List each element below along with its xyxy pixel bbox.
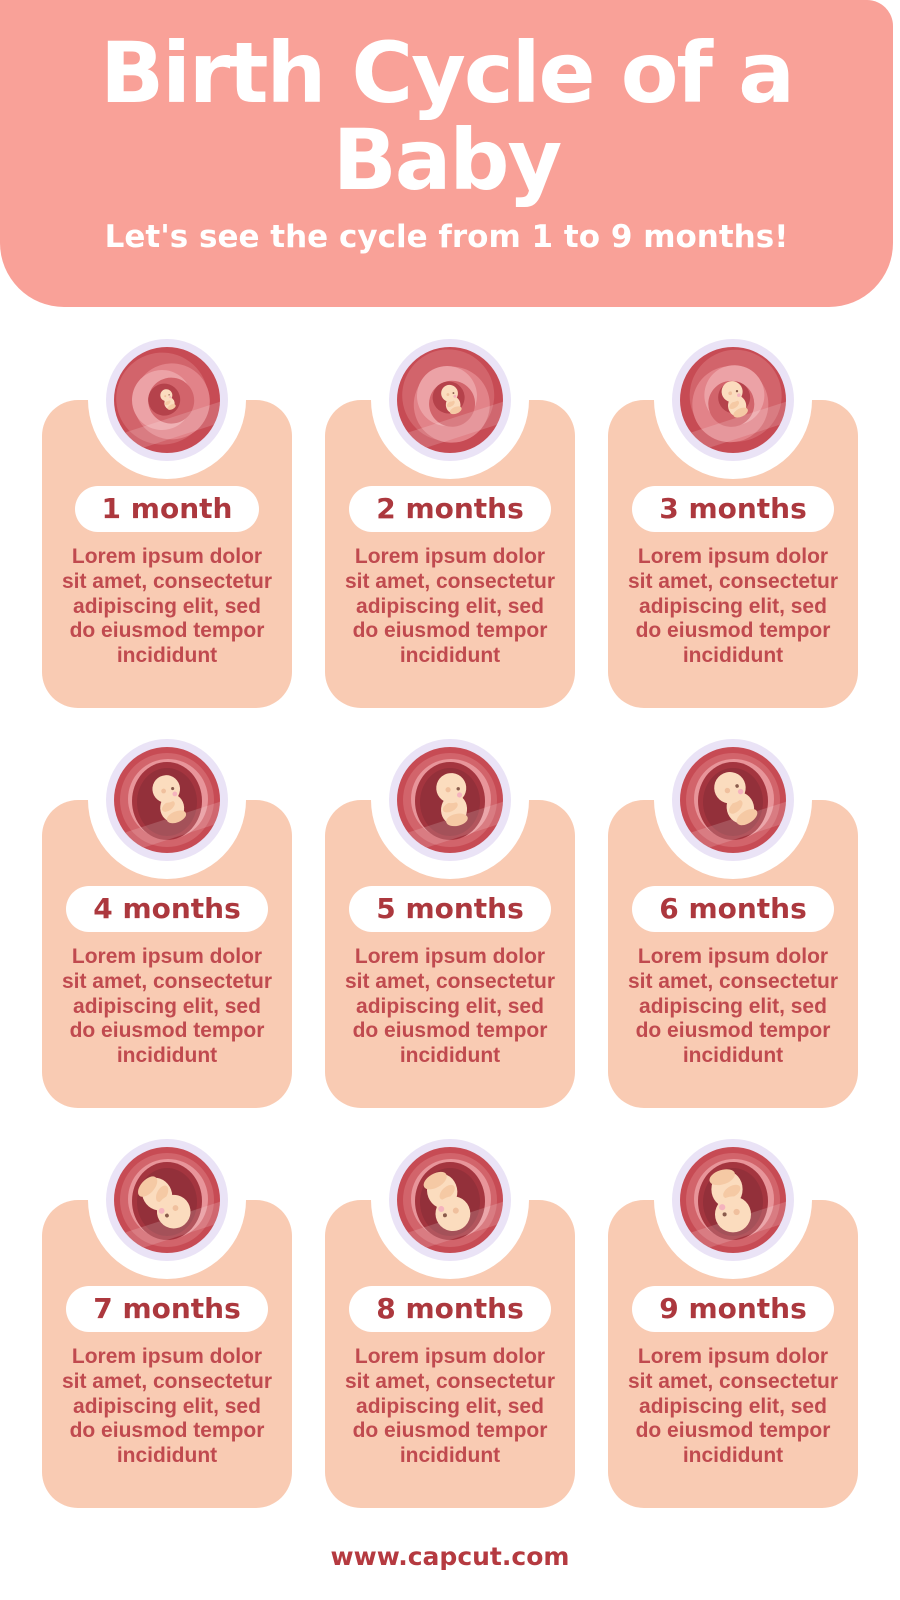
page-title: Birth Cycle of a Baby [100, 24, 795, 210]
month-description: Lorem ipsum dolor sit amet, consectetur … [627, 945, 839, 1068]
month-card: 3 months Lorem ipsum dolor sit amet, cons… [608, 321, 858, 708]
month-card: 5 months Lorem ipsum dolor sit amet, cons… [325, 721, 575, 1108]
month-card: 4 months Lorem ipsum dolor sit amet, cons… [42, 721, 292, 1108]
month-description: Lorem ipsum dolor sit amet, consectetur … [344, 1345, 556, 1468]
womb-fetus-2-months-icon [389, 339, 511, 461]
month-label-pill: 3 months [632, 486, 834, 532]
header-banner: Birth Cycle of a Baby Let's see the cycl… [0, 0, 893, 307]
month-description: Lorem ipsum dolor sit amet, consectetur … [61, 545, 273, 668]
womb-fetus-8-months-icon [389, 1139, 511, 1261]
month-card: 1 month Lorem ipsum dolor sit amet, conse… [42, 321, 292, 708]
womb-fetus-4-months-icon [106, 739, 228, 861]
month-description: Lorem ipsum dolor sit amet, consectetur … [344, 545, 556, 668]
month-description: Lorem ipsum dolor sit amet, consectetur … [344, 945, 556, 1068]
month-description: Lorem ipsum dolor sit amet, consectetur … [61, 945, 273, 1068]
womb-fetus-3-months-icon [672, 339, 794, 461]
month-label-pill: 7 months [66, 1286, 268, 1332]
month-label-pill: 8 months [349, 1286, 551, 1332]
month-label-pill: 6 months [632, 886, 834, 932]
month-card-body: 4 months Lorem ipsum dolor sit amet, cons… [42, 800, 292, 1108]
womb-fetus-5-months-icon [389, 739, 511, 861]
womb-fetus-7-months-icon [106, 1139, 228, 1261]
month-label-pill: 2 months [349, 486, 551, 532]
page-subtitle: Let's see the cycle from 1 to 9 months! [104, 218, 789, 255]
month-description: Lorem ipsum dolor sit amet, consectetur … [627, 1345, 839, 1468]
month-card: 6 months Lorem ipsum dolor sit amet, cons… [608, 721, 858, 1108]
womb-fetus-6-months-icon [672, 739, 794, 861]
month-label-pill: 5 months [349, 886, 551, 932]
month-card: 8 months Lorem ipsum dolor sit amet, cons… [325, 1121, 575, 1508]
month-card: 9 months Lorem ipsum dolor sit amet, cons… [608, 1121, 858, 1508]
months-grid: 1 month Lorem ipsum dolor sit amet, conse… [42, 321, 858, 1508]
month-label-pill: 1 month [74, 486, 260, 532]
month-card: 2 months Lorem ipsum dolor sit amet, cons… [325, 321, 575, 708]
womb-fetus-1-month-icon [106, 339, 228, 461]
month-label-pill: 9 months [632, 1286, 834, 1332]
month-description: Lorem ipsum dolor sit amet, consectetur … [61, 1345, 273, 1468]
footer-website: www.capcut.com [330, 1542, 570, 1571]
month-description: Lorem ipsum dolor sit amet, consectetur … [627, 545, 839, 668]
month-card: 7 months Lorem ipsum dolor sit amet, cons… [42, 1121, 292, 1508]
womb-fetus-9-months-icon [672, 1139, 794, 1261]
month-label-pill: 4 months [66, 886, 268, 932]
